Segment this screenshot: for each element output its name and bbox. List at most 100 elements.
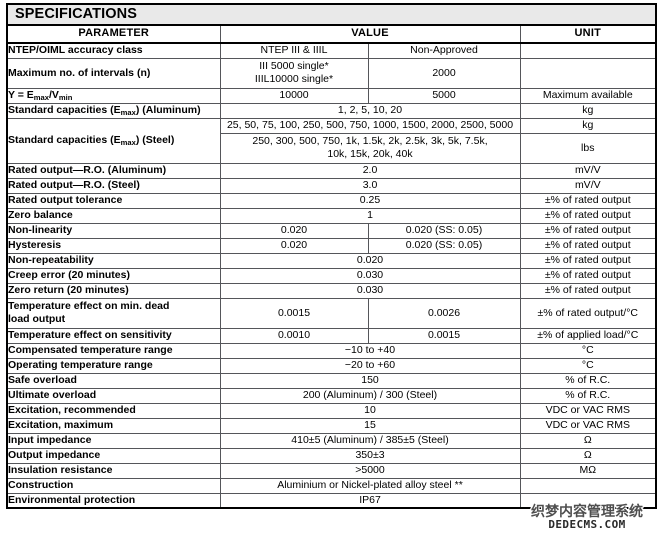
unit-temp-dead: ±% of rated output/°C <box>519 297 657 329</box>
unit-zero-balance: ±% of rated output <box>519 207 657 224</box>
unit-operating-temp-range: °C <box>519 357 657 374</box>
value-y-b: 5000 <box>367 87 521 104</box>
table-row: Non-repeatability 0.020 ±% of rated outp… <box>6 252 657 269</box>
value-operating-temp-range: −20 to +60 <box>219 357 521 374</box>
cap-steel-suffix: ) (Steel) <box>135 134 175 147</box>
value-capacities-steel-kg: 25, 50, 75, 100, 250, 500, 750, 1000, 15… <box>219 117 521 134</box>
cap-steel-prefix: Standard capacities (E <box>8 134 121 147</box>
unit-excitation-recommended: VDC or VAC RMS <box>519 402 657 419</box>
value-temp-sensitivity-a: 0.0010 <box>219 327 369 344</box>
param-output-impedance: Output impedance <box>6 447 221 464</box>
table-row: NTEP/OIML accuracy class NTEP III & IIIL… <box>6 42 657 59</box>
unit-compensated-temp-range: °C <box>519 342 657 359</box>
value-rated-output-steel: 3.0 <box>219 177 521 194</box>
param-temp-effect-sensitivity: Temperature effect on sensitivity <box>6 327 221 344</box>
unit-ntep <box>519 42 657 59</box>
value-ntep-b: Non-Approved <box>367 42 521 59</box>
table-row: Temperature effect on sensitivity 0.0010… <box>6 327 657 344</box>
value-environmental-protection: IP67 <box>219 492 521 509</box>
value-hysteresis-b: 0.020 (SS: 0.05) <box>367 237 521 254</box>
value-output-impedance: 350±3 <box>219 447 521 464</box>
value-ultimate-overload: 200 (Aluminum) / 300 (Steel) <box>219 387 521 404</box>
table-row: Hysteresis 0.020 0.020 (SS: 0.05) ±% of … <box>6 237 657 254</box>
unit-hysteresis: ±% of rated output <box>519 237 657 254</box>
value-zero-balance: 1 <box>219 207 521 224</box>
value-input-impedance: 410±5 (Aluminum) / 385±5 (Steel) <box>219 432 521 449</box>
value-non-repeatability: 0.020 <box>219 252 521 269</box>
param-non-linearity: Non-linearity <box>6 222 221 239</box>
value-intervals-b: 2000 <box>367 57 521 89</box>
table-row: Excitation, maximum 15 VDC or VAC RMS <box>6 417 657 434</box>
unit-capacities-steel-lbs: lbs <box>519 132 657 164</box>
cap-alu-suffix: ) (Aluminum) <box>135 104 201 117</box>
unit-rated-output-steel: mV/V <box>519 177 657 194</box>
table-row: Excitation, recommended 10 VDC or VAC RM… <box>6 402 657 419</box>
value-non-linearity-b: 0.020 (SS: 0.05) <box>367 222 521 239</box>
cap-alu-sub: max <box>120 108 136 118</box>
unit-safe-overload: % of R.C. <box>519 372 657 389</box>
column-header-value: VALUE <box>219 24 521 44</box>
banner-title: SPECIFICATIONS <box>7 4 657 26</box>
table-row: Maximum no. of intervals (n) III 5000 si… <box>6 57 657 89</box>
unit-construction <box>519 477 657 494</box>
param-rated-output-aluminum: Rated output—R.O. (Aluminum) <box>6 162 221 179</box>
specifications-table: SPECIFICATIONS PARAMETER VALUE UNIT NTEP… <box>6 3 658 509</box>
table-row: Rated output—R.O. (Steel) 3.0 mV/V <box>6 177 657 194</box>
value-insulation-resistance: >5000 <box>219 462 521 479</box>
value-hysteresis-a: 0.020 <box>219 237 369 254</box>
table-row: Compensated temperature range −10 to +40… <box>6 342 657 359</box>
param-input-impedance: Input impedance <box>6 432 221 449</box>
value-non-linearity-a: 0.020 <box>219 222 369 239</box>
unit-non-linearity: ±% of rated output <box>519 222 657 239</box>
value-compensated-temp-range: −10 to +40 <box>219 342 521 359</box>
param-environmental-protection: Environmental protection <box>6 492 221 509</box>
unit-insulation-resistance: MΩ <box>519 462 657 479</box>
param-safe-overload: Safe overload <box>6 372 221 389</box>
unit-non-repeatability: ±% of rated output <box>519 252 657 269</box>
value-intervals-a-line1: III 5000 single* <box>259 60 329 73</box>
unit-rated-output-tolerance: ±% of rated output <box>519 192 657 209</box>
value-zero-return: 0.030 <box>219 282 521 299</box>
unit-environmental-protection <box>519 492 657 509</box>
unit-input-impedance: Ω <box>519 432 657 449</box>
y-mid: /V <box>49 89 59 102</box>
param-operating-temp-range: Operating temperature range <box>6 357 221 374</box>
y-sub-min: min <box>58 93 73 103</box>
param-ntep-accuracy-class: NTEP/OIML accuracy class <box>6 42 221 59</box>
table-row: Output impedance 350±3 Ω <box>6 447 657 464</box>
unit-zero-return: ±% of rated output <box>519 282 657 299</box>
param-temp-effect-min-dead-load: Temperature effect on min. dead load out… <box>6 297 221 329</box>
table-row: Non-linearity 0.020 0.020 (SS: 0.05) ±% … <box>6 222 657 239</box>
table-row: Operating temperature range −20 to +60 °… <box>6 357 657 374</box>
value-temp-sensitivity-b: 0.0015 <box>367 327 521 344</box>
value-intervals-a: III 5000 single* IIIL10000 single* <box>219 57 369 89</box>
value-steel-lbs-line2: 10k, 15k, 20k, 40k <box>327 148 413 160</box>
param-non-repeatability: Non-repeatability <box>6 252 221 269</box>
table-banner-row: SPECIFICATIONS <box>7 4 657 26</box>
table-row: Creep error (20 minutes) 0.030 ±% of rat… <box>6 267 657 284</box>
param-construction: Construction <box>6 477 221 494</box>
column-header-parameter: PARAMETER <box>6 24 221 44</box>
table-row: Construction Aluminium or Nickel-plated … <box>6 477 657 494</box>
value-y-a: 10000 <box>219 87 369 104</box>
param-creep-error: Creep error (20 minutes) <box>6 267 221 284</box>
unit-capacities-aluminum: kg <box>519 102 657 119</box>
value-capacities-aluminum: 1, 2, 5, 10, 20 <box>219 102 521 119</box>
param-excitation-recommended: Excitation, recommended <box>6 402 221 419</box>
unit-y: Maximum available <box>519 87 657 104</box>
temp-dead-line1: Temperature effect on min. dead <box>8 300 170 313</box>
y-prefix: Y = E <box>8 89 34 102</box>
table-row: Temperature effect on min. dead load out… <box>6 297 657 329</box>
table-row: Safe overload 150 % of R.C. <box>6 372 657 389</box>
value-excitation-maximum: 15 <box>219 417 521 434</box>
temp-dead-line2: load output <box>8 313 66 325</box>
table-row: Rated output—R.O. (Aluminum) 2.0 mV/V <box>6 162 657 179</box>
value-excitation-recommended: 10 <box>219 402 521 419</box>
value-construction: Aluminium or Nickel-plated alloy steel *… <box>219 477 521 494</box>
param-zero-balance: Zero balance <box>6 207 221 224</box>
y-sub-max: max <box>33 93 49 103</box>
watermark-english-text: DEDECMS.COM <box>520 518 654 531</box>
table-row: Zero return (20 minutes) 0.030 ±% of rat… <box>6 282 657 299</box>
param-y-emax-vmin: Y = Emax/Vmin <box>6 87 221 104</box>
value-steel-lbs-line1: 250, 300, 500, 750, 1k, 1.5k, 2k, 2.5k, … <box>252 135 488 148</box>
